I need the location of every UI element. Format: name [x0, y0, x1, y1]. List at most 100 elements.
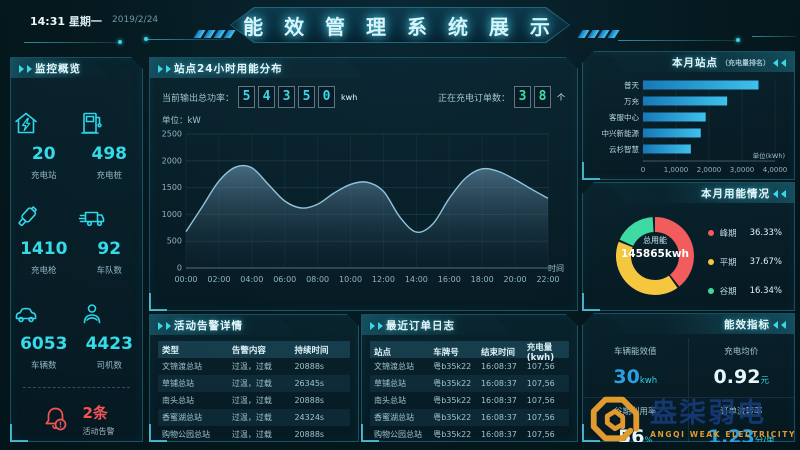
area-chart: 00:00 02:00 04:00 06:00 08:00 10:00 12:00 14:00… — [156, 126, 568, 294]
table-cell: 过温，过载 — [231, 379, 272, 388]
stat-value: 92 — [97, 239, 122, 259]
stat-value: 6053 — [20, 334, 68, 354]
table-cell: 20888s — [294, 430, 325, 439]
table-cell: 香蜜湖总站 — [162, 413, 202, 422]
digit-box: 3 — [514, 86, 531, 108]
chevron-left-icon — [773, 320, 778, 329]
table-cell: 类型 — [162, 345, 180, 356]
table-cell: 16:08:37 — [480, 413, 517, 422]
legend-value: 16.34% — [749, 286, 782, 296]
chevron-right-icon — [166, 65, 171, 73]
stat-value: 20 — [31, 144, 56, 164]
table-cell: 16:08:37 — [480, 362, 517, 371]
stat-charging-guns: 1410 充电枪 — [11, 203, 77, 276]
panel-header: 本月用能情况 — [609, 183, 794, 203]
panel-header: 活动告警详情 — [150, 315, 295, 335]
svg-text:00:00: 00:00 — [174, 275, 197, 284]
legend-item: 平期 37.67% — [707, 256, 782, 268]
divider — [23, 387, 130, 388]
header-stripes-left — [193, 30, 236, 38]
table-cell: 持续时间 — [294, 345, 329, 356]
chevron-right-icon — [158, 322, 163, 330]
svg-text:中兴新能源: 中兴新能源 — [602, 128, 640, 138]
table-header-row: 类型 告警内容 持续时间 — [158, 341, 350, 358]
digit-box: 5 — [238, 86, 255, 108]
svg-text:10:00: 10:00 — [339, 275, 362, 284]
table-row: 南头总站 过温，过载 20888s — [158, 392, 350, 409]
svg-text:云杉智慧: 云杉智慧 — [609, 144, 639, 154]
svg-text:单位(kWh): 单位(kWh) — [753, 151, 785, 160]
metric-label: 车辆能效值 — [613, 347, 657, 357]
panel-header: 本月站点 （充电量排名） — [609, 52, 794, 72]
panel-header: 监控概览 — [11, 58, 108, 78]
table-row: 草铺总站 过温，过载 26345s — [158, 375, 350, 392]
header-date: 2019/2/24 — [112, 15, 159, 25]
panel-subtitle: （充电量排名） — [721, 58, 770, 67]
watermark-en-text: ANGQI WEAK ELECTRICITY — [650, 429, 796, 439]
legend-value: 37.67% — [749, 257, 782, 267]
svg-text:时间: 时间 — [548, 263, 564, 273]
table-cell: 香蜜湖总站 — [374, 413, 414, 422]
digit-box: 0 — [318, 86, 335, 108]
panel-header: 站点24小时用能分布 — [150, 58, 362, 78]
header-stripes-right — [577, 30, 620, 38]
svg-text:1,0000: 1,0000 — [664, 166, 689, 174]
legend-dot — [707, 230, 714, 236]
metric-value: 30kwh — [613, 366, 658, 388]
svg-text:18:00: 18:00 — [471, 275, 494, 284]
table-cell: 草铺总站 — [162, 379, 194, 388]
table-row: 文锦渡总站 粤b35k22 16:08:37 107,56 — [370, 358, 569, 375]
svg-text:万充: 万充 — [624, 96, 639, 106]
donut-chart — [616, 217, 694, 295]
table-cell: 过温，过载 — [231, 430, 272, 439]
legend-item: 谷期 16.34% — [707, 285, 782, 297]
svg-text:08:00: 08:00 — [306, 275, 329, 284]
table-cell: 107,56 — [526, 379, 555, 388]
header-decor-line — [752, 36, 796, 37]
panel-title: 最近订单日志 — [386, 320, 455, 332]
watermark: 盎柒弱电 ANGQI WEAK ELECTRICITY — [586, 390, 796, 448]
watermark-cn-text: 盎柒弱电 — [650, 397, 767, 429]
table-cell: 南头总站 — [374, 396, 406, 405]
chevron-right-icon — [27, 65, 32, 73]
panel-title: 活动告警详情 — [174, 320, 243, 332]
stat-label: 车辆数 — [30, 361, 57, 371]
table-cell: 16:08:37 — [480, 396, 517, 405]
chevron-left-icon — [781, 189, 786, 198]
svg-text:12:00: 12:00 — [372, 275, 395, 284]
table-cell: 购物公园总站 — [162, 430, 210, 439]
table-row: 南头总站 粤b35k22 16:08:37 107,56 — [370, 392, 569, 409]
metric-label: 订单流转率 — [719, 407, 763, 417]
legend-label: 平期 — [719, 258, 737, 268]
header-decor-line — [148, 39, 226, 40]
chevron-right-icon — [19, 65, 24, 73]
legend-dot — [707, 288, 714, 294]
table-row: 草铺总站 粤b35k22 16:08:37 107,56 — [370, 375, 569, 392]
table-cell: 结束时间 — [480, 348, 515, 358]
svg-text:14:00: 14:00 — [405, 275, 428, 284]
panel-title: 监控概览 — [35, 63, 81, 75]
table-cell: 粤b35k22 — [433, 379, 472, 388]
page-title: 能 效 管 理 系 统 展 示 — [243, 14, 557, 39]
header-decor-dot — [736, 38, 740, 42]
chevron-right-icon — [158, 65, 163, 73]
table-cell: 107,56 — [526, 430, 555, 439]
chevron-left-icon — [773, 58, 778, 67]
panel-header: 能效指标 — [609, 314, 794, 334]
stat-label: 司机数 — [96, 361, 122, 371]
table-cell: 107,56 — [526, 362, 555, 371]
stat-label: 充电枪 — [30, 266, 57, 276]
stat-value: 1410 — [20, 239, 68, 259]
chevron-right-icon — [370, 322, 375, 330]
panel-title: 本月用能情况 — [701, 188, 770, 200]
legend-label: 峰期 — [719, 229, 737, 239]
svg-text:02:00: 02:00 — [207, 275, 230, 284]
kpi-label: 当前输出总功率： — [162, 93, 235, 104]
stat-label: 充电桩 — [96, 171, 122, 181]
